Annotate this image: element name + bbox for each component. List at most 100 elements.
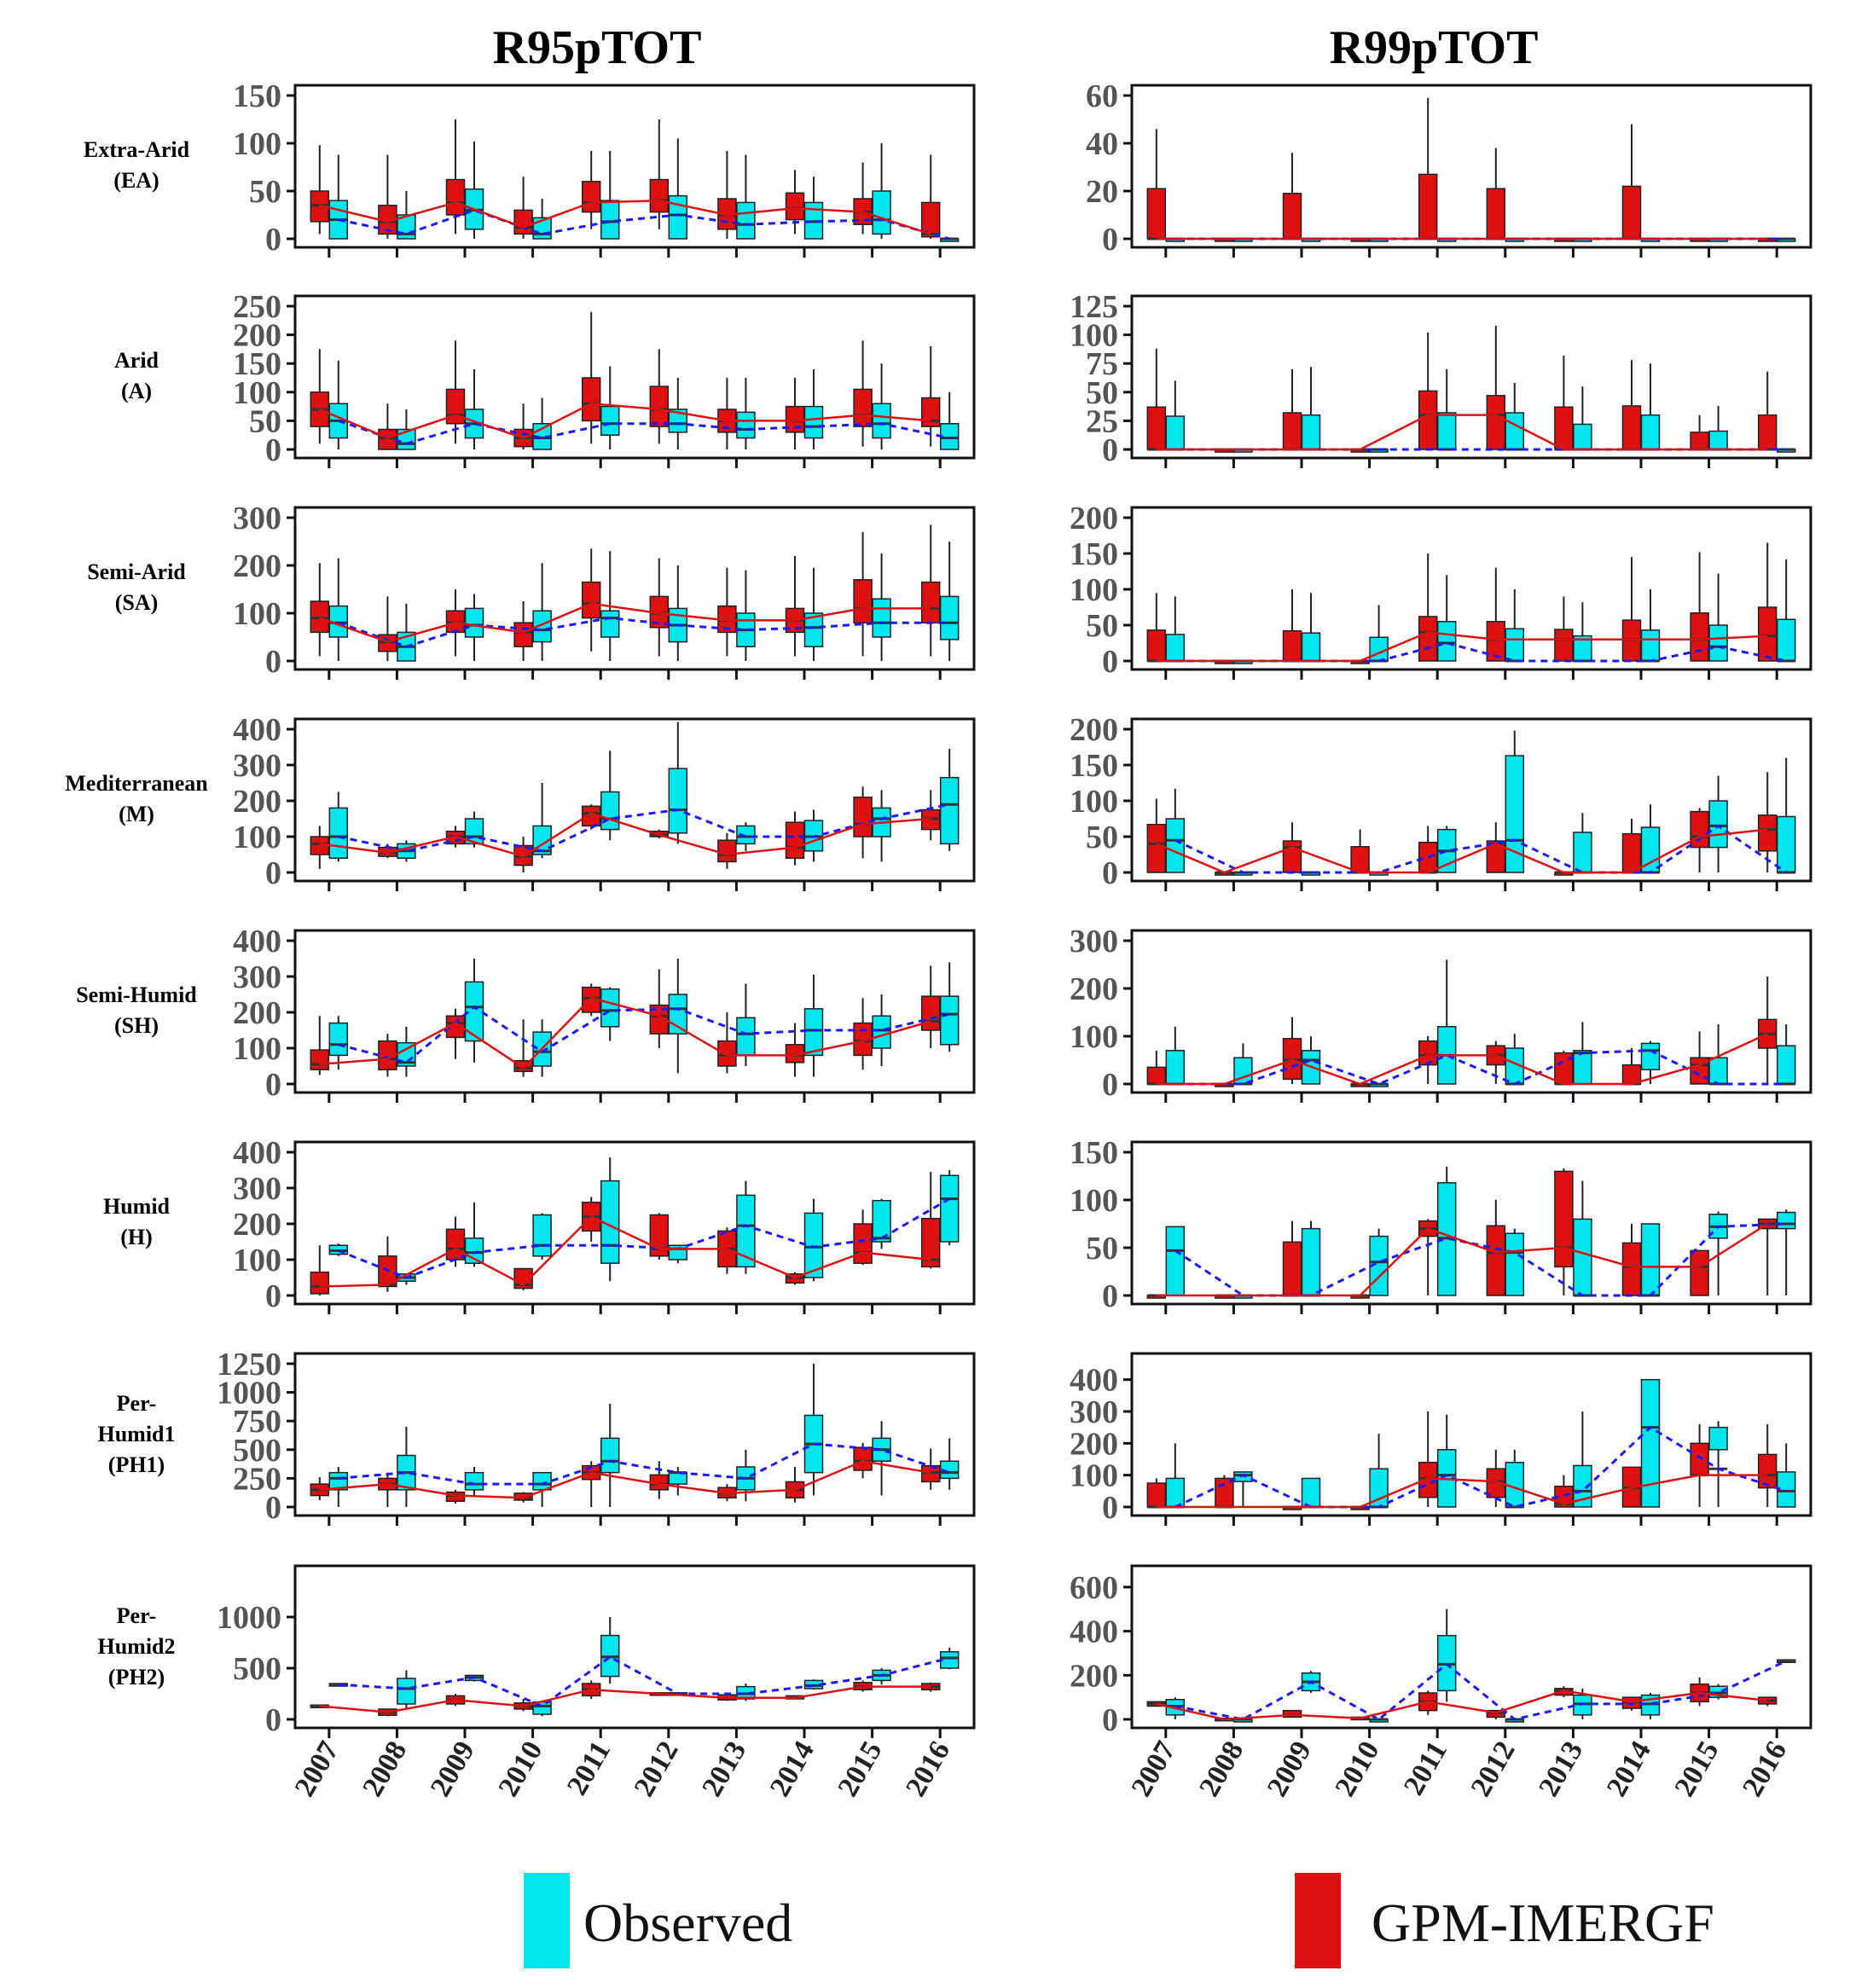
observed-box: [939, 776, 960, 845]
observed-box: [1165, 1477, 1186, 1508]
observed-box: [803, 1008, 824, 1057]
observed-box: [939, 1174, 960, 1243]
gpm-box: [1282, 193, 1302, 240]
observed-box: [1165, 1226, 1186, 1296]
observed-box: [1776, 1045, 1796, 1085]
observed-median-line: [338, 208, 950, 241]
observed-median-line: [338, 617, 950, 648]
y-tick-label: 0: [265, 1490, 281, 1526]
y-tick-label: 100: [1070, 784, 1118, 820]
row-label-per-humid2-ph2: Per- Humid2 (PH2): [97, 1603, 175, 1690]
observed-box: [600, 988, 620, 1028]
observed-box: [939, 1651, 960, 1669]
row-label-line: Humid: [103, 1194, 171, 1219]
y-tick-label: 50: [249, 403, 281, 439]
panel-frame: [1130, 294, 1812, 460]
gpm-box: [445, 388, 466, 425]
gpm-box: [1486, 840, 1506, 873]
year-label-2016-r95ptot: 2016: [900, 1736, 956, 1802]
row-label-per-humid1-ph1: Per- Humid1 (PH1): [97, 1391, 175, 1477]
gpm-box: [1690, 1249, 1709, 1296]
observed-box: [600, 405, 620, 436]
gpm-box: [1486, 621, 1506, 662]
panel-r99ptot-extra-arid-ea: 0 20 40 60: [1086, 78, 1812, 258]
row-label-line: Humid2: [97, 1634, 175, 1659]
observed-box: [668, 409, 688, 433]
y-tick-label: 50: [1086, 375, 1118, 411]
year-label-2009-r95ptot: 2009: [425, 1736, 481, 1802]
column-title-r95ptot: R95pTOT: [493, 21, 702, 74]
y-tick-label: 0: [1102, 432, 1118, 468]
y-tick-label: 1250: [217, 1347, 281, 1382]
y-tick-label: 100: [233, 596, 281, 632]
y-tick-label: 100: [1070, 1458, 1118, 1494]
gpm-median-line: [319, 812, 931, 858]
observed-median-line: [338, 1005, 950, 1064]
observed-median-line: [1174, 824, 1788, 874]
observed-box: [600, 1437, 620, 1474]
gpm-box: [1418, 390, 1438, 450]
row-label-line: Mediterranean: [65, 771, 208, 796]
observed-box: [1708, 800, 1728, 849]
y-tick-label: 0: [265, 855, 281, 891]
y-tick-label: 750: [233, 1404, 281, 1440]
observed-box: [872, 1199, 891, 1243]
gpm-box: [1486, 395, 1506, 450]
gpm-box: [920, 397, 941, 427]
observed-median-line: [1174, 1222, 1787, 1297]
gpm-median-line: [319, 602, 931, 643]
y-tick-label: 0: [1102, 222, 1118, 258]
row-label-line: (PH2): [108, 1665, 165, 1690]
observed-box: [872, 1015, 891, 1049]
row-label-semi-arid-sa: Semi-Arid (SA): [87, 559, 186, 615]
observed-median-line: [1174, 1660, 1787, 1721]
gpm-box: [1282, 412, 1302, 450]
gpm-box: [513, 209, 533, 235]
panel-frame: [1130, 1564, 1812, 1730]
gpm-box: [649, 1004, 670, 1035]
observed-box: [1573, 423, 1592, 450]
legend: Observed GPM-IMERGF: [524, 1873, 1714, 1968]
observed-box: [1436, 621, 1457, 662]
y-tick-label: 25: [1086, 403, 1118, 439]
observed-median-line: [338, 419, 950, 445]
gpm-box: [1282, 840, 1302, 873]
row-label-line: Arid: [114, 348, 159, 373]
gpm-median-line: [319, 402, 931, 439]
observed-box: [736, 1017, 756, 1057]
observed-box: [939, 1460, 960, 1480]
gpm-box: [1418, 841, 1438, 873]
year-label-2009-r99ptot: 2009: [1261, 1736, 1318, 1802]
observed-box: [1233, 1471, 1253, 1482]
row-label-line: Per-: [117, 1603, 157, 1628]
y-tick-label: 200: [233, 995, 281, 1031]
gpm-box: [1486, 1225, 1506, 1296]
gpm-median-line: [319, 1459, 931, 1499]
row-label-line: (EA): [113, 168, 159, 193]
y-tick-label: 40: [1086, 126, 1118, 162]
row-label-extra-arid-ea: Extra-Arid (EA): [84, 137, 190, 193]
gpm-box: [310, 1049, 330, 1070]
y-tick-label: 250: [233, 289, 281, 325]
year-label-2010-r95ptot: 2010: [492, 1736, 548, 1802]
observed-box: [939, 423, 960, 450]
gpm-box: [853, 1446, 873, 1471]
observed-box: [736, 825, 756, 845]
gpm-median-line: [1156, 1690, 1768, 1721]
observed-box: [1505, 628, 1525, 662]
gpm-box: [785, 192, 805, 221]
y-tick-label: 150: [233, 346, 281, 382]
y-tick-label: 500: [233, 1651, 281, 1687]
panel-r95ptot-extra-arid-ea: 0 50 100 150: [233, 78, 976, 258]
y-tick-label: 0: [1102, 644, 1118, 680]
observed-box: [736, 1194, 756, 1268]
y-tick-label: 100: [1070, 1019, 1118, 1055]
observed-box: [1165, 818, 1186, 873]
y-tick-label: 20: [1086, 174, 1118, 210]
y-tick-label: 50: [1086, 820, 1118, 855]
gpm-box: [1146, 1482, 1167, 1508]
